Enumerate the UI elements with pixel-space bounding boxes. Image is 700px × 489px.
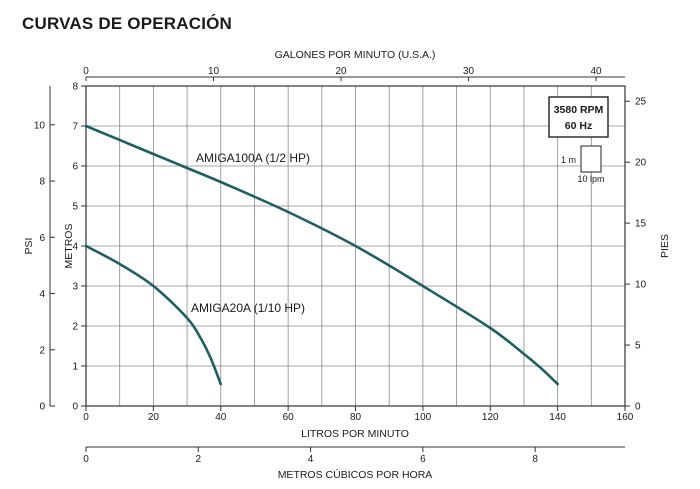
bottom-tick-label: 6 — [420, 454, 426, 465]
data-series — [84, 124, 559, 386]
top-tick-label: 30 — [463, 66, 475, 77]
y-tick-label: 7 — [72, 122, 78, 133]
series-label-amiga20a: AMIGA20A (1/10 HP) — [191, 301, 305, 315]
top-tick-label: 10 — [208, 66, 220, 77]
bottom-tick-label: 8 — [532, 454, 538, 465]
pies-tick-label: 25 — [635, 97, 647, 108]
y-tick-label: 0 — [72, 402, 78, 413]
x-tick-label: 60 — [283, 412, 295, 423]
y-tick-label: 4 — [72, 242, 78, 253]
x-tick-label: 80 — [350, 412, 362, 423]
y-tick-label: 3 — [72, 282, 78, 293]
x-tick-label: 160 — [617, 412, 634, 423]
series-label-amiga100a: AMIGA100A (1/2 HP) — [196, 151, 310, 165]
top-axis-title: GALONES POR MINUTO (U.S.A.) — [275, 49, 436, 61]
bottom-tick-label: 2 — [196, 454, 202, 465]
x-tick-label: 100 — [415, 412, 432, 423]
rpm-label: 3580 RPM — [554, 104, 604, 116]
bottom-tick-label: 4 — [308, 454, 314, 465]
y-tick-label: 1 — [72, 362, 78, 373]
psi-axis-title: PSI — [23, 238, 35, 255]
pies-tick-label: 5 — [635, 341, 641, 352]
scale-vertical-label: 1 m — [561, 155, 576, 165]
series-line-amiga100a — [84, 124, 559, 386]
y-tick-label: 8 — [72, 82, 78, 93]
pies-axis-title: PIES — [659, 234, 671, 258]
x-tick-label: 40 — [215, 412, 227, 423]
psi-tick-label: 4 — [39, 289, 45, 300]
pies-tick-label: 10 — [635, 280, 647, 291]
primary-x-axis-title: LITROS POR MINUTO — [301, 428, 409, 440]
top-tick-label: 0 — [83, 66, 89, 77]
pies-tick-label: 15 — [635, 219, 647, 230]
top-tick-label: 40 — [590, 66, 602, 77]
series-line-amiga20a — [84, 244, 223, 386]
y-tick-label: 6 — [72, 162, 78, 173]
x-tick-label: 120 — [482, 412, 499, 423]
bottom-axis-title: METROS CÚBICOS POR HORA — [278, 468, 433, 481]
x-tick-label: 140 — [549, 412, 566, 423]
psi-tick-label: 10 — [34, 120, 46, 131]
speed-annotation-box: 3580 RPM 60 Hz — [548, 96, 609, 138]
top-tick-label: 20 — [335, 66, 347, 77]
x-tick-label: 0 — [83, 412, 89, 423]
psi-tick-label: 6 — [39, 233, 45, 244]
scale-annotation: 1 m 10 lpm — [561, 145, 605, 184]
pies-tick-label: 0 — [635, 402, 641, 413]
pies-tick-label: 20 — [635, 158, 647, 169]
scale-horizontal-label: 10 lpm — [577, 174, 604, 184]
bottom-tick-label: 0 — [83, 454, 89, 465]
x-tick-label: 20 — [148, 412, 160, 423]
y-tick-label: 5 — [72, 202, 78, 213]
axis-ticks — [49, 76, 630, 452]
grid — [86, 86, 625, 406]
page-title: CURVAS DE OPERACIÓN — [22, 14, 233, 33]
psi-tick-label: 2 — [39, 345, 45, 356]
y-tick-label: 2 — [72, 322, 78, 333]
psi-tick-label: 8 — [39, 177, 45, 188]
psi-tick-label: 0 — [39, 402, 45, 413]
metros-axis-title: METROS — [63, 224, 75, 269]
frequency-label: 60 Hz — [565, 120, 592, 132]
